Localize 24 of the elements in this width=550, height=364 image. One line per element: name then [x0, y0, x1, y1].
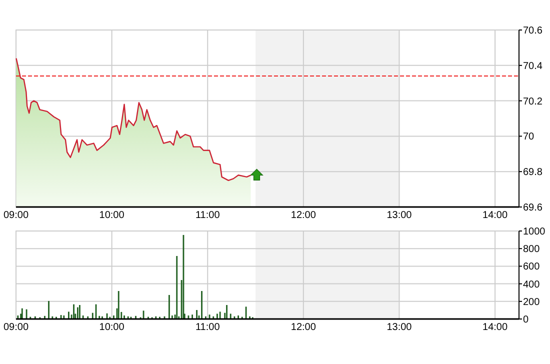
y-tick-label: 70	[523, 132, 535, 143]
y-tick-label: 70.6	[523, 26, 543, 36]
x-tick-label: 12:00	[290, 322, 316, 333]
x-tick-label: 10:00	[99, 322, 125, 333]
x-tick-label: 09:00	[3, 322, 29, 333]
x-tick-label: 14:00	[482, 210, 508, 221]
y-tick-label: 69.6	[523, 202, 543, 214]
x-tick-label: 10:00	[99, 210, 125, 221]
y-tick-label: 400	[523, 279, 540, 290]
y-tick-label: 0	[523, 314, 529, 326]
y-tick-label: 69.8	[523, 167, 543, 178]
y-tick-label: 1000	[523, 226, 546, 238]
x-tick-label: 12:00	[290, 210, 316, 221]
y-tick-label: 70.4	[523, 60, 543, 72]
x-tick-label: 11:00	[195, 210, 220, 221]
y-tick-label: 600	[523, 262, 540, 273]
x-tick-label: 13:00	[386, 210, 412, 221]
x-tick-label: 09:00	[3, 210, 29, 221]
y-tick-label: 70.2	[523, 96, 543, 108]
y-tick-label: 200	[523, 296, 540, 308]
y-tick-label: 800	[523, 244, 540, 256]
x-tick-label: 14:00	[482, 322, 508, 333]
x-tick-label: 11:00	[195, 322, 220, 333]
x-tick-label: 13:00	[386, 322, 412, 333]
